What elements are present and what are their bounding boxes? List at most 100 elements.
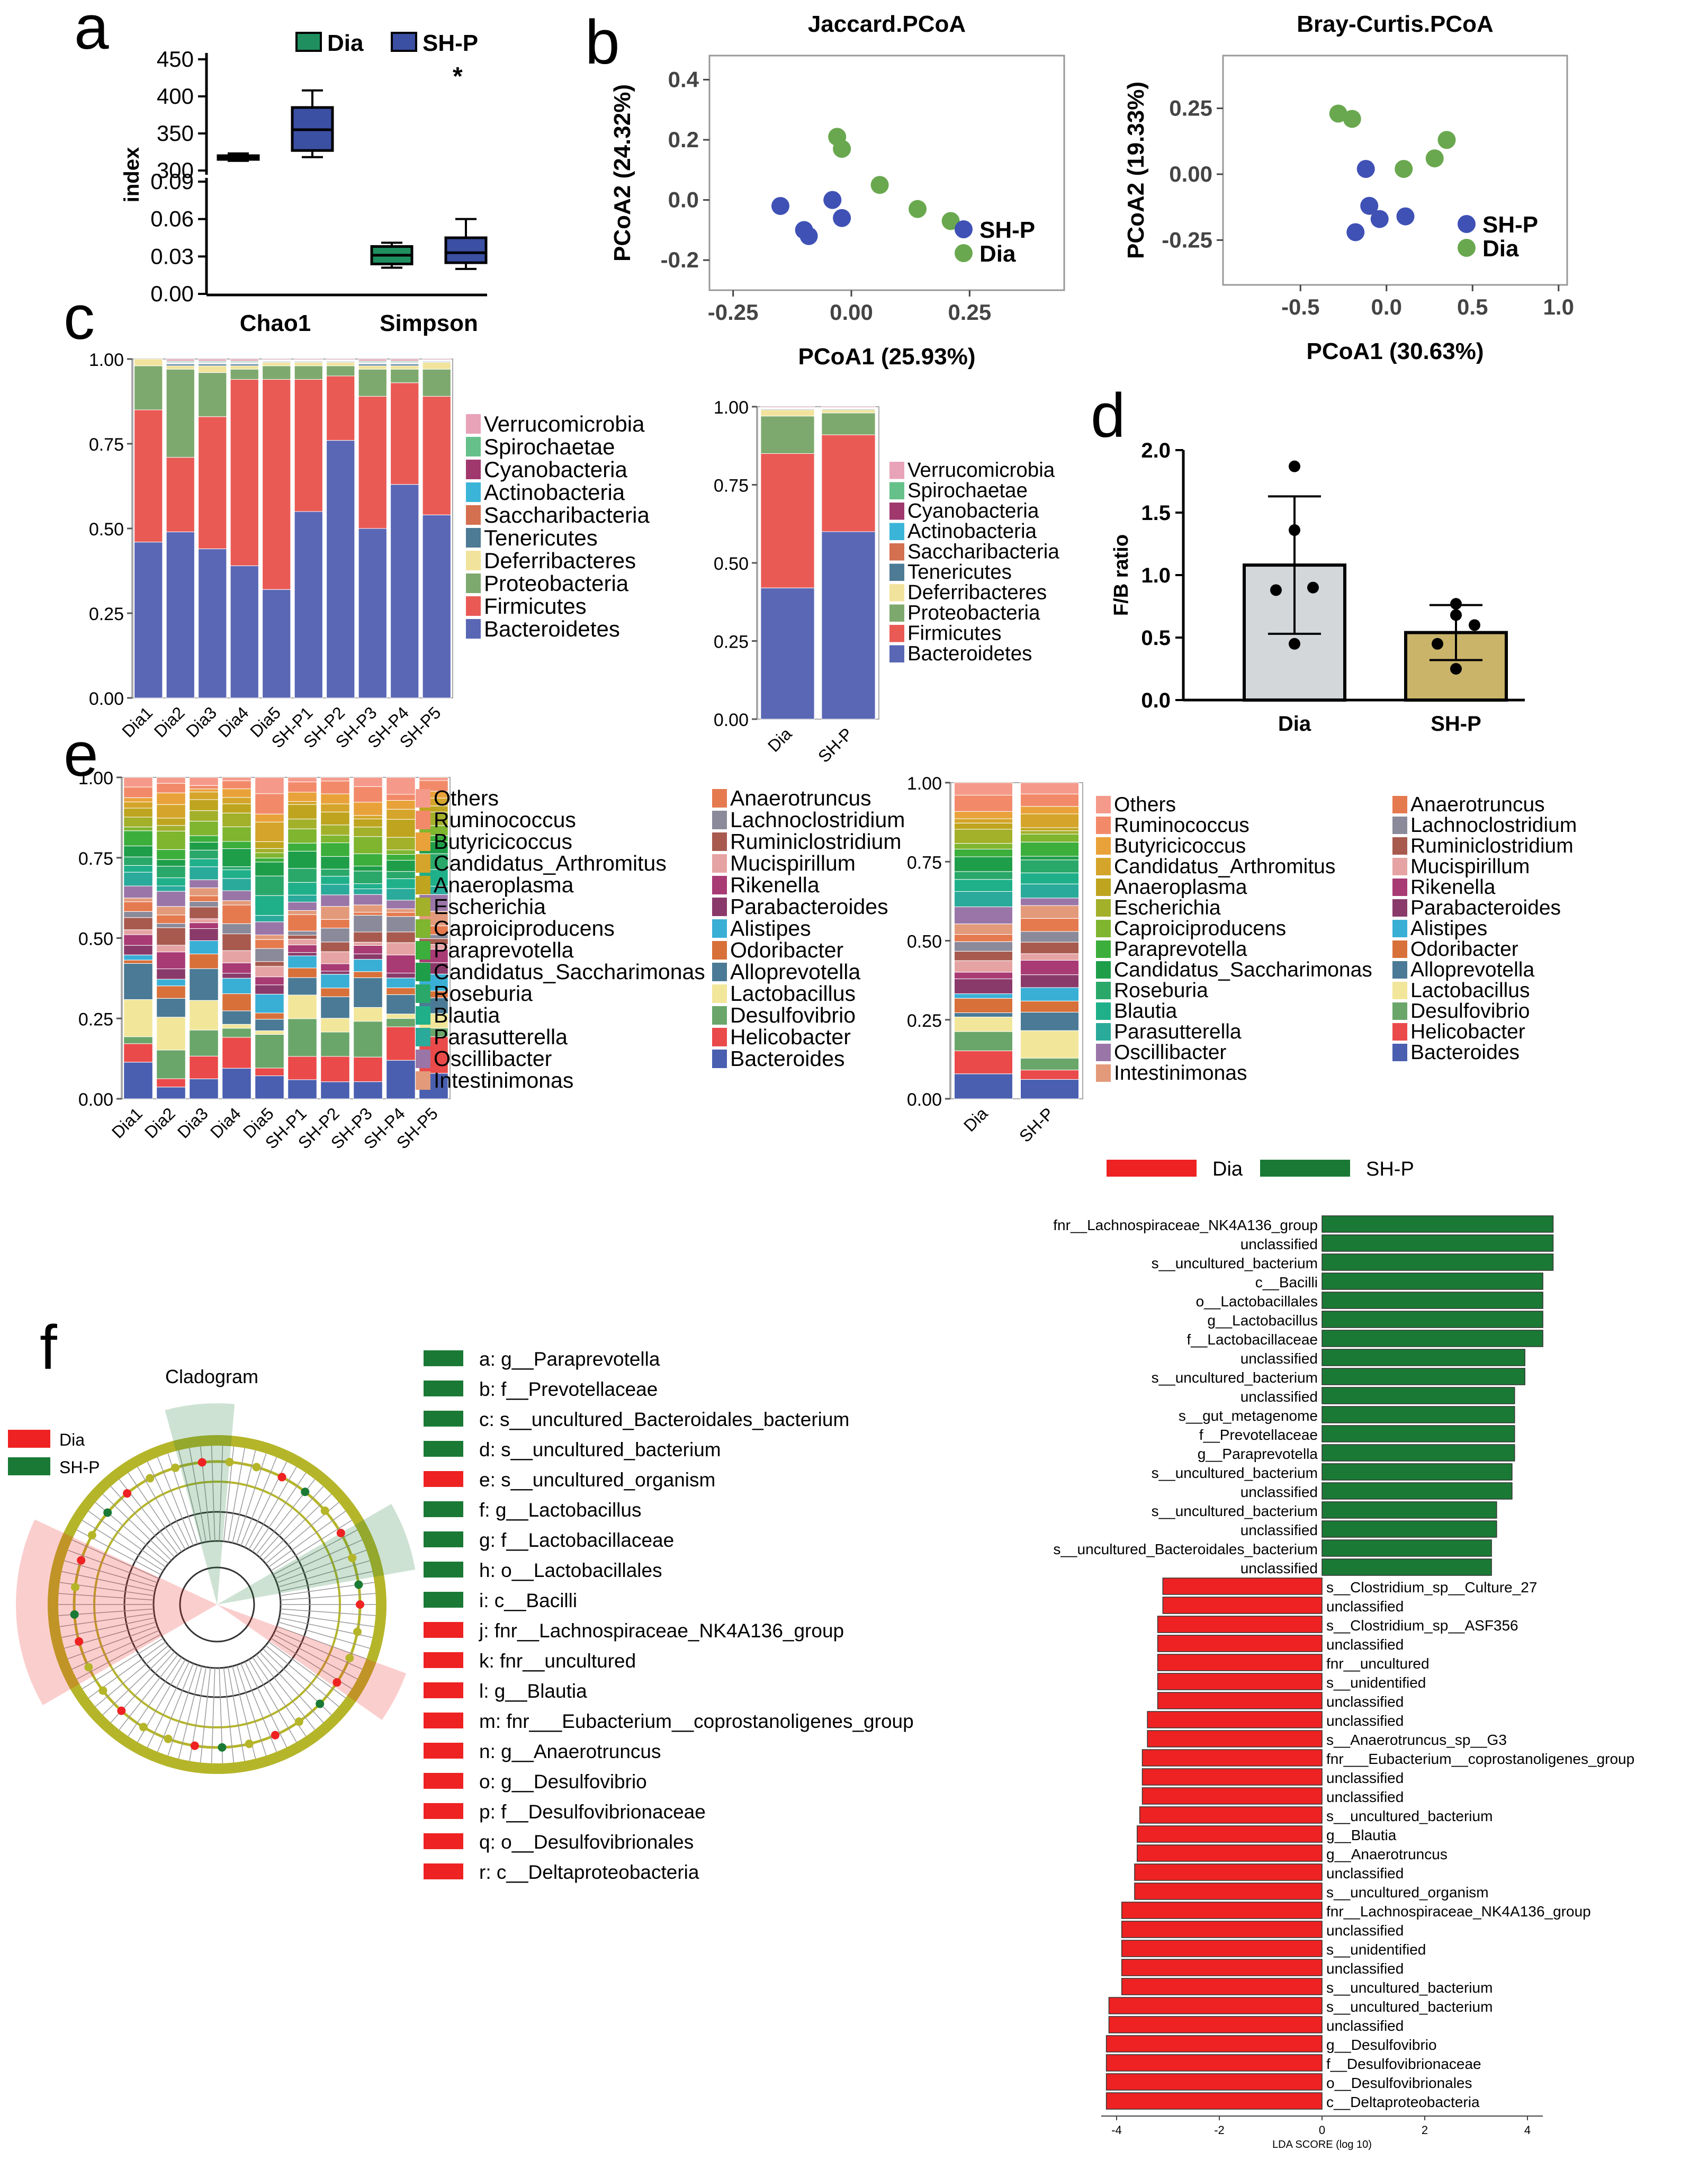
tree-branch	[59, 1612, 155, 1627]
bar-segment	[222, 923, 251, 934]
legend-label: Parasutterella	[1114, 1020, 1242, 1043]
bar-segment	[1020, 905, 1079, 919]
tree-node	[171, 1463, 180, 1472]
tree-branch	[82, 1637, 164, 1689]
bar-segment	[422, 358, 451, 361]
bar-label: s__uncultured_bacterium	[1152, 1369, 1318, 1386]
bar-segment	[353, 1007, 383, 1022]
tick-label: 0.50	[714, 554, 749, 574]
bar-label: s__uncultured_bacterium	[1326, 1808, 1493, 1824]
plot-frame	[708, 55, 1065, 291]
legend-label: Bacteroides	[730, 1046, 845, 1071]
legend-label: Anaeroplasma	[434, 873, 574, 897]
tick-label: 1.00	[89, 350, 124, 370]
lda-bar	[1108, 1997, 1323, 2014]
bar-segment	[222, 841, 251, 849]
bar-segment	[954, 1073, 1013, 1099]
point-Dia	[1329, 104, 1347, 123]
bar-segment	[222, 1010, 251, 1025]
tree-branch	[259, 1486, 324, 1558]
tree-node	[271, 1731, 280, 1740]
bar-label: unclassified	[1326, 1598, 1404, 1615]
bar-segment	[386, 1014, 416, 1019]
bar-segment	[287, 902, 317, 911]
bar-segment	[954, 891, 1013, 908]
tree-branch	[248, 1659, 297, 1743]
legend-label: Lactobacillus	[730, 981, 856, 1006]
bar-segment	[287, 930, 317, 936]
bar-segment	[189, 940, 219, 954]
bar-segment	[156, 783, 186, 793]
legend-swatch	[416, 1071, 430, 1090]
bar-segment	[320, 856, 350, 870]
legend-label: Lactobacillus	[1410, 979, 1530, 1002]
panel-label-c: c	[64, 283, 95, 353]
bar-segment	[358, 528, 387, 698]
bar-segment	[222, 777, 251, 781]
bar-segment	[1020, 841, 1079, 857]
lda-bar	[1322, 1482, 1513, 1500]
bar-segment	[386, 888, 416, 901]
tick-label: 1.00	[78, 768, 113, 788]
legend-swatch	[712, 984, 727, 1003]
legend-swatch	[712, 919, 727, 938]
legend-label: Cyanobacteria	[907, 500, 1039, 523]
bar-segment	[222, 1068, 251, 1099]
legend-label: Parabacteroides	[1410, 897, 1561, 919]
bar-segment	[353, 865, 383, 872]
bar-segment	[189, 792, 219, 800]
legend-swatch	[416, 854, 430, 873]
bar-label: s__unidentified	[1326, 1674, 1426, 1691]
bar-segment	[326, 365, 355, 377]
legend-swatch	[712, 789, 727, 808]
lda-bar	[1322, 1330, 1543, 1347]
bar-label: g__Paraprevotella	[1198, 1446, 1318, 1462]
bar-segment	[353, 931, 383, 943]
legend-swatch	[1096, 1023, 1111, 1041]
bar-segment	[287, 914, 317, 931]
tree-branch	[119, 1654, 178, 1730]
legend-label: Spirochaetae	[907, 479, 1028, 502]
bar-segment	[230, 379, 259, 566]
bar-segment	[320, 876, 350, 885]
legend-label: Alloprevotella	[1410, 958, 1534, 981]
legend-swatch	[416, 789, 430, 808]
bar-segment	[386, 794, 416, 801]
bar-segment	[353, 777, 383, 787]
bar-segment	[189, 1000, 219, 1030]
lda-bar	[1322, 1349, 1525, 1366]
tree-branch	[244, 1661, 287, 1747]
tree-branch	[147, 1462, 190, 1548]
legend-label: Parasutterella	[434, 1025, 568, 1049]
point-Dia	[941, 212, 960, 230]
bar-segment	[134, 365, 163, 410]
tree-branch	[178, 1450, 202, 1543]
panel-e-genus-composition: 0.000.250.500.751.00Dia1Dia2Dia3Dia4Dia5…	[78, 768, 1577, 1153]
bar-segment	[156, 804, 186, 819]
bar-segment	[222, 878, 251, 891]
bar-segment	[353, 912, 383, 916]
key-label: l: g__Blautia	[479, 1680, 587, 1702]
legend-label: Caproiciproducens	[1114, 917, 1286, 940]
bar-segment	[386, 978, 416, 988]
bar-label: s__uncultured_organism	[1326, 1884, 1489, 1901]
bar-label: fnr__Lachnospiraceae_NK4A136_group	[1326, 1903, 1591, 1920]
legend-swatch	[712, 1028, 727, 1046]
bar-segment	[123, 885, 153, 899]
bar-label: unclassified	[1326, 1636, 1404, 1653]
bar-segment	[320, 919, 350, 929]
bar-segment	[156, 985, 186, 999]
tree-node	[98, 1686, 107, 1695]
bar-segment	[353, 904, 383, 913]
legend-swatch	[1096, 858, 1111, 875]
tick-label: 0.09	[150, 169, 194, 194]
bar-segment	[386, 1018, 416, 1027]
tree-node	[77, 1556, 86, 1565]
bar-segment	[262, 589, 291, 698]
bar-segment	[294, 362, 323, 366]
bar-segment	[156, 1087, 186, 1099]
tick-label: 0.25	[948, 300, 991, 325]
tick-label: 0.5	[1141, 626, 1171, 650]
lda-bar	[1134, 1883, 1323, 1900]
bar-segment	[255, 961, 284, 967]
